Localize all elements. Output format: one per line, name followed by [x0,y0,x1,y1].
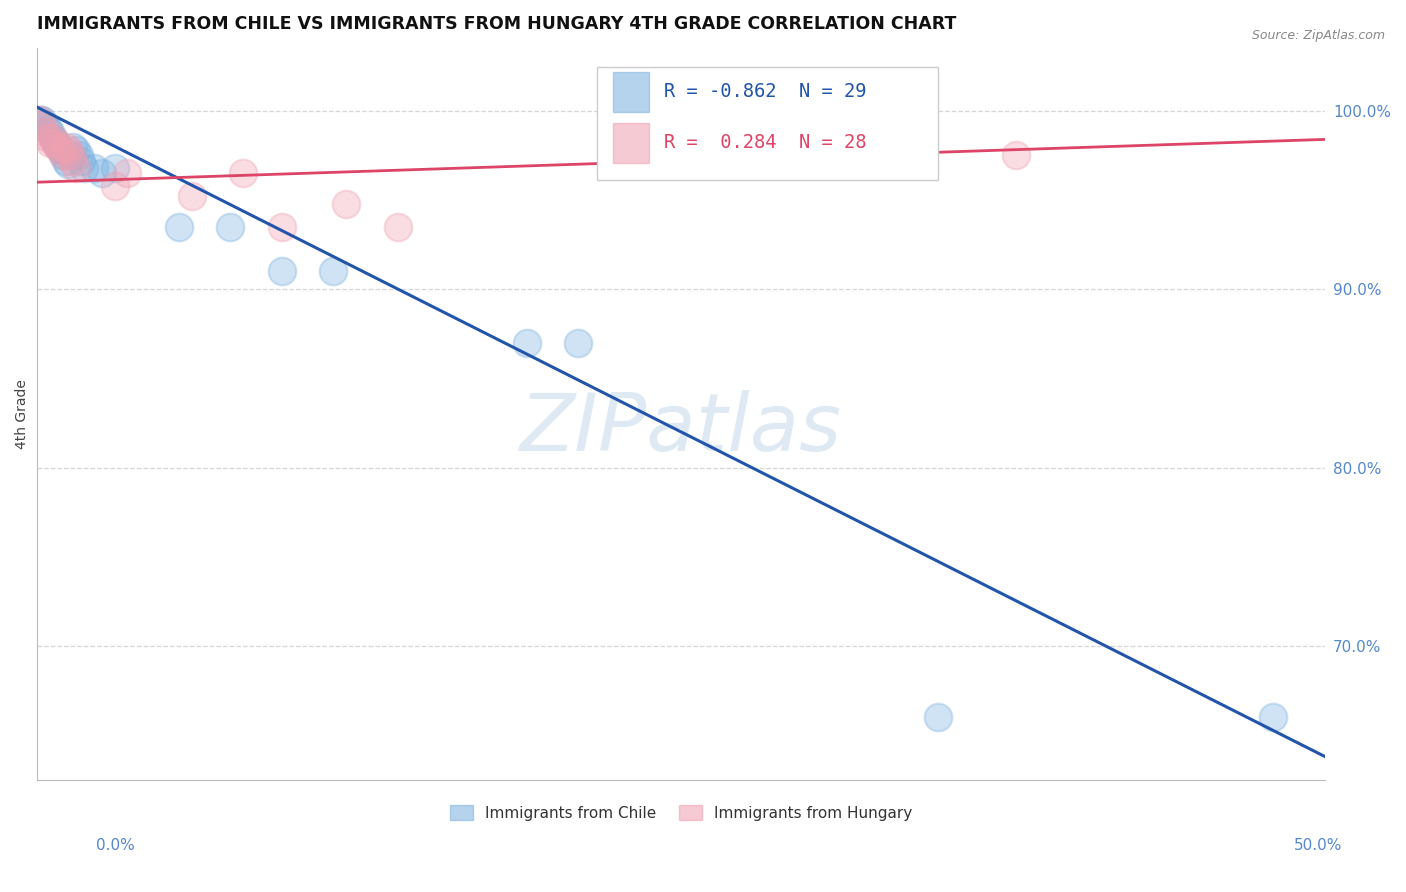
Text: 50.0%: 50.0% [1295,838,1343,853]
Point [387,219,409,234]
Point [42,130,65,145]
Point [39,125,62,139]
Point [232,166,254,180]
Point [59,148,82,162]
Text: R = -0.862  N = 29: R = -0.862 N = 29 [664,82,866,102]
Point [28,112,51,127]
Point [37,130,59,145]
Point [117,166,139,180]
Point [83,161,105,175]
Text: IMMIGRANTS FROM CHILE VS IMMIGRANTS FROM HUNGARY 4TH GRADE CORRELATION CHART: IMMIGRANTS FROM CHILE VS IMMIGRANTS FROM… [38,15,956,33]
Point [271,219,294,234]
Point [73,161,96,175]
Point [322,264,344,278]
Point [28,112,51,127]
Point [31,118,53,132]
Point [927,710,949,724]
Y-axis label: 4th Grade: 4th Grade [15,379,30,449]
FancyBboxPatch shape [598,67,938,180]
Text: ZIPatlas: ZIPatlas [520,390,842,467]
Point [335,196,357,211]
Point [70,153,93,168]
Point [65,161,87,175]
Point [37,121,59,136]
FancyBboxPatch shape [613,123,648,163]
Point [42,130,65,145]
Point [219,219,242,234]
Point [34,118,56,132]
Point [515,335,537,350]
Point [567,335,589,350]
Text: Source: ZipAtlas.com: Source: ZipAtlas.com [1251,29,1385,42]
Point [65,143,87,157]
Point [90,166,112,180]
Text: 0.0%: 0.0% [96,838,135,853]
Point [44,136,66,150]
Point [180,189,202,203]
Text: R =  0.284  N = 28: R = 0.284 N = 28 [664,134,866,153]
Point [1263,710,1285,724]
Point [62,139,84,153]
Point [67,148,90,162]
Point [58,157,80,171]
Point [52,148,75,162]
FancyBboxPatch shape [613,72,648,112]
Point [39,136,62,150]
Point [62,153,84,168]
Point [167,219,190,234]
Point [103,161,125,175]
Point [55,153,77,168]
Legend: Immigrants from Chile, Immigrants from Hungary: Immigrants from Chile, Immigrants from H… [443,798,918,827]
Point [34,125,56,139]
Point [1004,148,1026,162]
Point [59,148,82,162]
Point [271,264,294,278]
Point [44,134,66,148]
Point [52,148,75,162]
Point [49,143,72,157]
Point [46,139,69,153]
Point [49,143,72,157]
Point [46,139,69,153]
Point [55,139,77,153]
Point [103,178,125,193]
Point [31,112,53,127]
Point [58,143,80,157]
